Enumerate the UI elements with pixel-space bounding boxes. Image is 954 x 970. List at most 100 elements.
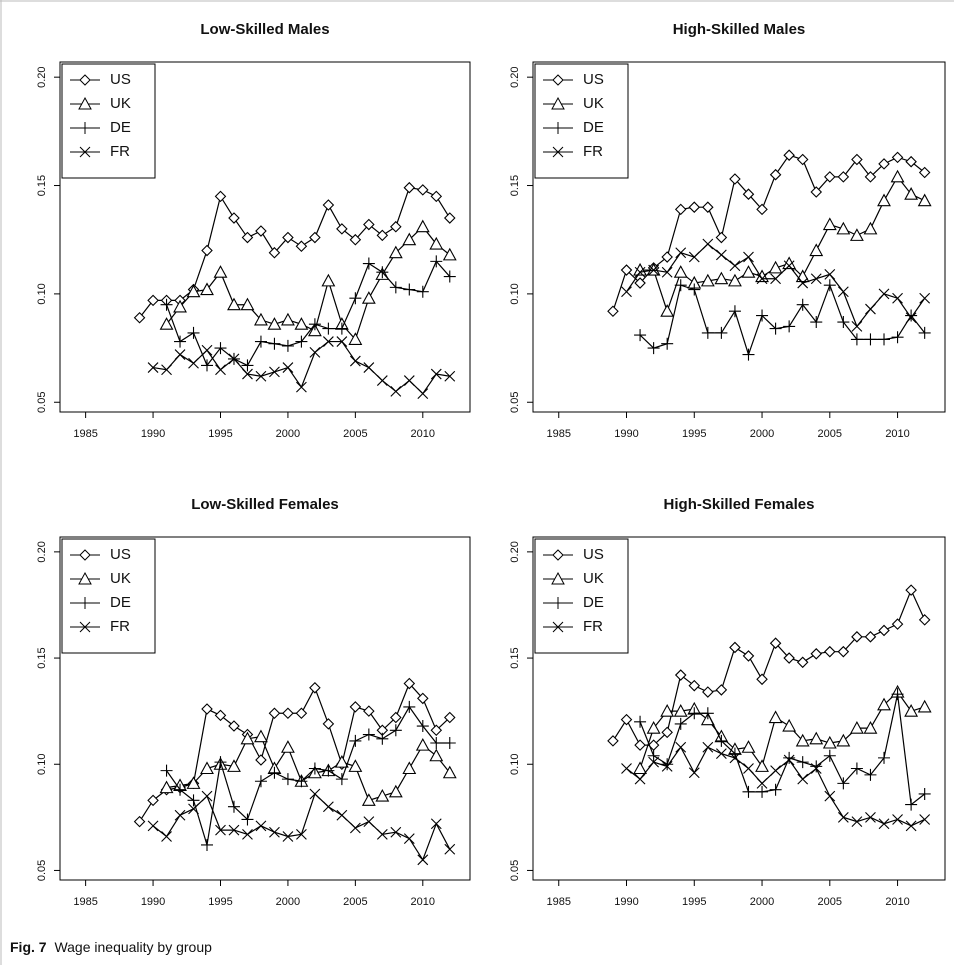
data-point [362,257,375,270]
legend-label: UK [110,95,131,112]
y-tick-label: 0.05 [36,392,48,413]
legend-label: FR [583,618,603,635]
data-point [281,312,295,326]
data-point [824,171,836,183]
data-point [159,317,174,330]
data-point [443,711,456,724]
data-point [660,304,675,317]
data-point [417,184,429,196]
data-point [809,731,824,745]
data-point [228,720,240,732]
data-point [621,286,632,298]
x-tick-label: 2000 [276,896,300,908]
data-point [891,331,904,344]
data-point [295,775,308,788]
data-point [661,758,674,771]
data-point [728,305,741,318]
data-point [741,265,756,278]
data-point [348,759,363,772]
y-tick-label: 0.10 [36,754,48,775]
data-point [430,724,443,737]
data-point [295,240,308,252]
data-point [768,260,783,274]
data-point [770,273,781,285]
data-point [620,264,633,276]
data-point [444,843,456,855]
data-point [254,312,268,326]
data-point [823,279,836,292]
x-tick-label: 2010 [411,896,435,908]
data-point [363,362,375,373]
data-point [918,614,931,626]
data-point [674,279,687,292]
data-point [361,291,376,304]
data-point [390,386,402,397]
series-line [640,175,925,314]
data-point [349,822,361,834]
series-line [166,735,451,802]
data-point [810,273,822,285]
data-point [415,737,430,751]
data-point [905,820,917,832]
data-point [281,740,295,753]
legend-marker [78,96,92,110]
caption: Fig. 7 Wage inequality by group [10,939,212,955]
data-point [742,348,755,361]
data-point [361,793,376,806]
y-tick-label: 0.20 [36,66,48,87]
data-point [147,294,159,307]
y-tick-label: 0.20 [509,66,521,87]
data-point [892,814,903,825]
data-point [200,282,214,296]
data-point [729,260,741,272]
data-point [783,751,796,764]
data-point [349,701,362,713]
data-point [837,316,850,329]
data-point [633,761,647,775]
data-point [797,773,809,785]
data-point [715,734,728,747]
data-point [742,188,755,200]
data-point [837,645,850,658]
legend-label: DE [583,594,604,611]
data-point [215,364,226,376]
data-point [756,673,768,686]
data-point [376,732,389,745]
data-point [850,333,863,346]
panel-title: Low-Skilled Females [191,496,339,513]
legend-marker [552,549,564,561]
plot-box [532,61,946,413]
x-tick-label: 2010 [885,896,909,908]
series-line [152,792,451,862]
data-point [388,784,403,798]
data-point [282,831,294,842]
series-line [139,187,451,319]
data-point [634,266,646,278]
data-point [430,255,443,268]
data-point [321,273,336,287]
caption-text: Wage inequality by group [54,939,212,955]
data-point [904,704,919,717]
data-point [891,688,904,701]
data-point [443,212,456,224]
data-point [634,715,647,728]
data-point [715,748,727,760]
data-point [309,788,321,800]
x-tick-label: 2000 [750,896,774,908]
legend-marker [79,122,91,134]
data-point [228,824,240,836]
data-point [322,336,334,347]
data-point [174,335,187,348]
data-point [336,336,348,347]
data-point [796,656,809,669]
data-point [905,155,917,168]
data-point [349,233,362,246]
data-point [188,803,199,815]
data-point [769,637,782,649]
data-point [769,168,782,181]
data-point [429,748,444,762]
data-point [810,648,823,660]
y-tick-label: 0.05 [36,860,48,881]
data-point [715,684,728,696]
